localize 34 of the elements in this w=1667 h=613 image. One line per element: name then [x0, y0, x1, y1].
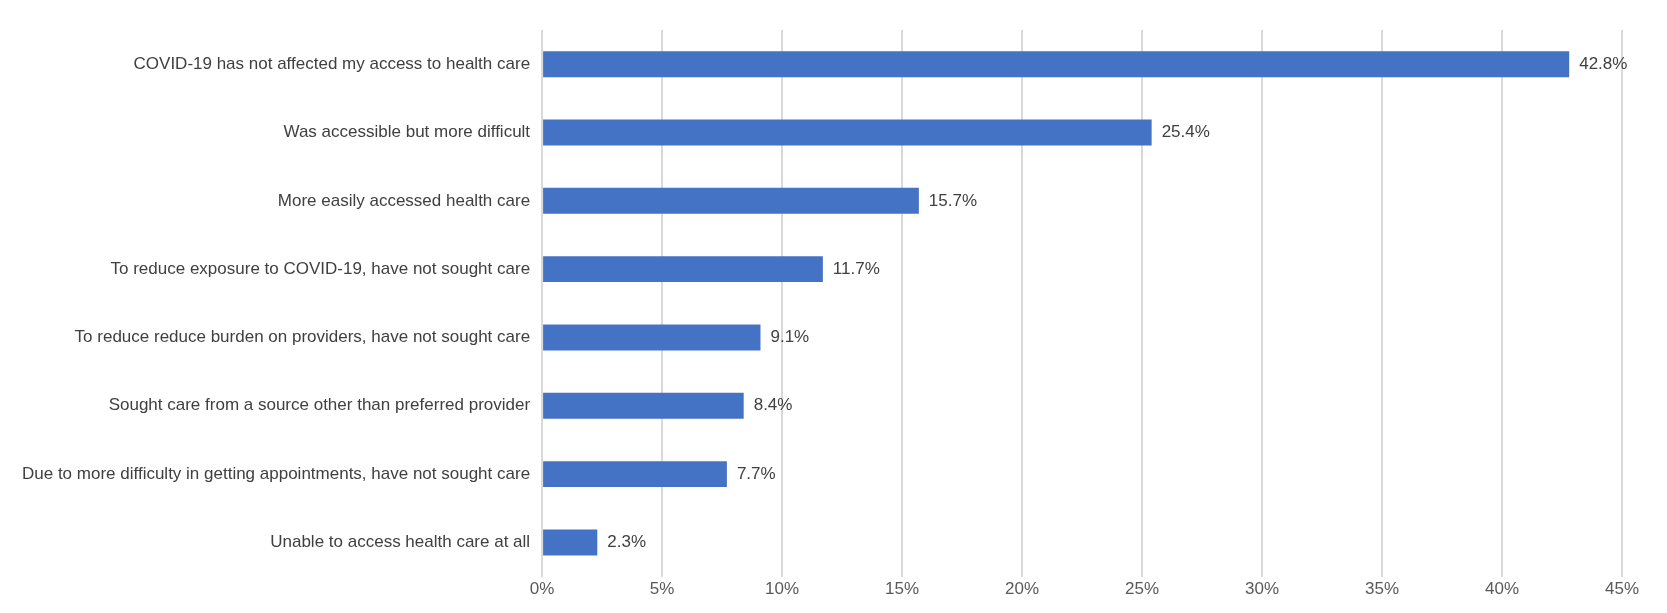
data-label: 2.3%	[607, 532, 647, 552]
y-tick-label: Unable to access health care at all	[270, 532, 531, 552]
x-tick-label: 45%	[1604, 579, 1640, 599]
bar	[543, 461, 727, 488]
y-tick-label: To reduce reduce burden on providers, have not sought care	[74, 327, 531, 347]
y-tick-label: Sought care from a source other than preferred provider	[108, 395, 531, 415]
bar	[543, 256, 823, 283]
bar	[543, 119, 1152, 146]
y-tick-label: Was accessible but more difficult	[283, 122, 531, 142]
x-tick-label: 40%	[1485, 579, 1520, 599]
bar	[543, 529, 598, 556]
y-tick-label: More easily accessed health care	[277, 190, 531, 210]
y-tick-label: To reduce exposure to COVID-19, have not sought care	[110, 258, 531, 278]
data-label: 15.7%	[928, 190, 978, 210]
y-tick-label: Due to more difficulty in getting appointments, have not sought care	[21, 463, 531, 483]
x-tick-label: 0%	[529, 579, 555, 599]
data-label: 42.8%	[1579, 53, 1628, 73]
data-label: 11.7%	[832, 258, 880, 278]
x-tick-label: 30%	[1245, 579, 1280, 599]
x-tick-label: 20%	[1005, 579, 1040, 599]
x-tick-label: 15%	[885, 579, 920, 599]
data-label: 7.7%	[736, 463, 776, 483]
x-tick-label: 25%	[1125, 579, 1160, 599]
y-tick-label: COVID-19 has not affected my access to health care	[133, 53, 531, 73]
x-tick-label: 35%	[1365, 579, 1400, 599]
bar	[543, 392, 744, 419]
data-label: 9.1%	[770, 327, 810, 347]
x-tick-label: 5%	[649, 579, 675, 599]
data-label: 25.4%	[1161, 122, 1210, 142]
bar	[543, 187, 919, 214]
bar	[543, 324, 761, 351]
bar	[543, 51, 1570, 78]
x-tick-label: 10%	[765, 579, 800, 599]
data-label: 8.4%	[753, 395, 793, 415]
